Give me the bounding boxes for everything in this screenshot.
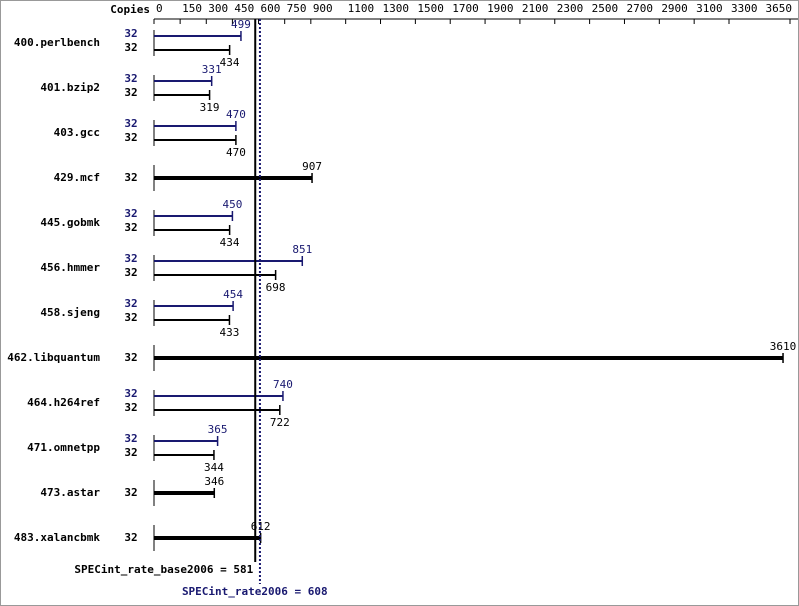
- copies-label: 32: [124, 252, 137, 265]
- copies-label: 32: [124, 387, 137, 400]
- x-tick-label: 2900: [661, 2, 688, 15]
- value-label: 3610: [770, 340, 797, 353]
- category-label: 445.gobmk: [40, 216, 100, 229]
- x-tick-label: 1300: [383, 2, 410, 15]
- x-tick-label: 3650: [766, 2, 793, 15]
- value-label: 434: [220, 236, 240, 249]
- x-tick-label: 450: [234, 2, 254, 15]
- reference-label: SPECint_rate2006 = 608: [182, 585, 328, 598]
- copies-label: 32: [124, 266, 137, 279]
- value-label: 740: [273, 378, 293, 391]
- copies-label: 32: [124, 131, 137, 144]
- x-tick-label: 900: [313, 2, 333, 15]
- category-label: 456.hmmer: [40, 261, 100, 274]
- copies-label: 32: [124, 297, 137, 310]
- category-label: 471.omnetpp: [27, 441, 100, 454]
- copies-label: 32: [124, 221, 137, 234]
- x-tick-label: 3300: [731, 2, 758, 15]
- category-label: 462.libquantum: [7, 351, 100, 364]
- value-label: 450: [222, 198, 242, 211]
- copies-label: 32: [124, 486, 137, 499]
- category-label: 483.xalancbmk: [14, 531, 100, 544]
- x-tick-label: 2300: [557, 2, 584, 15]
- copies-label: 32: [124, 86, 137, 99]
- value-label: 344: [204, 461, 224, 474]
- category-label: 473.astar: [40, 486, 100, 499]
- copies-label: 32: [124, 531, 137, 544]
- x-tick-label: 600: [261, 2, 281, 15]
- value-label: 434: [220, 56, 240, 69]
- copies-label: 32: [124, 446, 137, 459]
- x-tick-label: 1700: [452, 2, 479, 15]
- value-label: 331: [202, 63, 222, 76]
- value-label: 470: [226, 146, 246, 159]
- x-tick-label: 150: [182, 2, 202, 15]
- value-label: 433: [220, 326, 240, 339]
- axis-title: Copies: [110, 3, 150, 16]
- value-label: 907: [302, 160, 322, 173]
- x-tick-label: 2500: [592, 2, 619, 15]
- copies-label: 32: [124, 311, 137, 324]
- value-label: 454: [223, 288, 243, 301]
- x-tick-label: 1500: [417, 2, 444, 15]
- value-label: 722: [270, 416, 290, 429]
- copies-label: 32: [124, 401, 137, 414]
- category-label: 464.h264ref: [27, 396, 100, 409]
- x-tick-label: 3100: [696, 2, 723, 15]
- copies-label: 32: [124, 117, 137, 130]
- copies-label: 32: [124, 351, 137, 364]
- x-tick-label: 2700: [626, 2, 653, 15]
- category-label: 458.sjeng: [40, 306, 100, 319]
- copies-label: 32: [124, 207, 137, 220]
- category-label: 400.perlbench: [14, 36, 100, 49]
- copies-label: 32: [124, 72, 137, 85]
- value-label: 499: [231, 18, 251, 31]
- value-label: 346: [204, 475, 224, 488]
- category-label: 401.bzip2: [40, 81, 100, 94]
- x-tick-label: 0: [156, 2, 163, 15]
- copies-label: 32: [124, 171, 137, 184]
- x-tick-label: 300: [208, 2, 228, 15]
- copies-label: 32: [124, 27, 137, 40]
- reference-label: SPECint_rate_base2006 = 581: [74, 563, 253, 576]
- x-tick-label: 1100: [348, 2, 375, 15]
- x-tick-label: 1900: [487, 2, 514, 15]
- value-label: 470: [226, 108, 246, 121]
- value-label: 698: [266, 281, 286, 294]
- value-label: 851: [292, 243, 312, 256]
- x-tick-label: 750: [287, 2, 307, 15]
- x-tick-label: 2100: [522, 2, 549, 15]
- copies-label: 32: [124, 432, 137, 445]
- category-label: 429.mcf: [54, 171, 100, 184]
- copies-label: 32: [124, 41, 137, 54]
- value-label: 365: [208, 423, 228, 436]
- category-label: 403.gcc: [54, 126, 100, 139]
- value-label: 319: [200, 101, 220, 114]
